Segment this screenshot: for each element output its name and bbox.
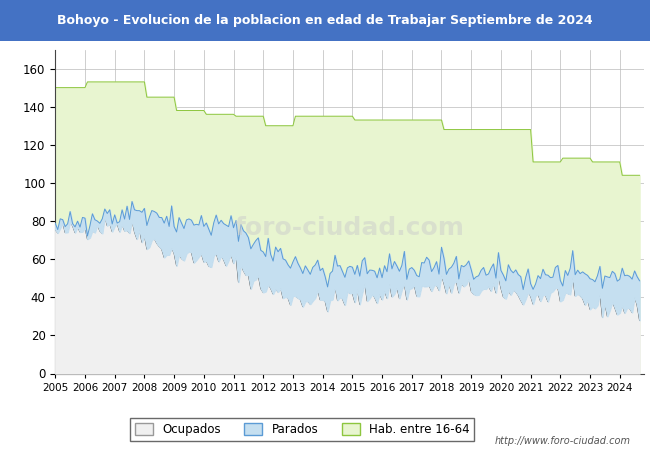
- Text: Bohoyo - Evolucion de la poblacion en edad de Trabajar Septiembre de 2024: Bohoyo - Evolucion de la poblacion en ed…: [57, 14, 593, 27]
- Legend: Ocupados, Parados, Hab. entre 16-64: Ocupados, Parados, Hab. entre 16-64: [130, 418, 474, 441]
- Text: http://www.foro-ciudad.com: http://www.foro-ciudad.com: [495, 436, 630, 446]
- Text: foro-ciudad.com: foro-ciudad.com: [235, 216, 464, 240]
